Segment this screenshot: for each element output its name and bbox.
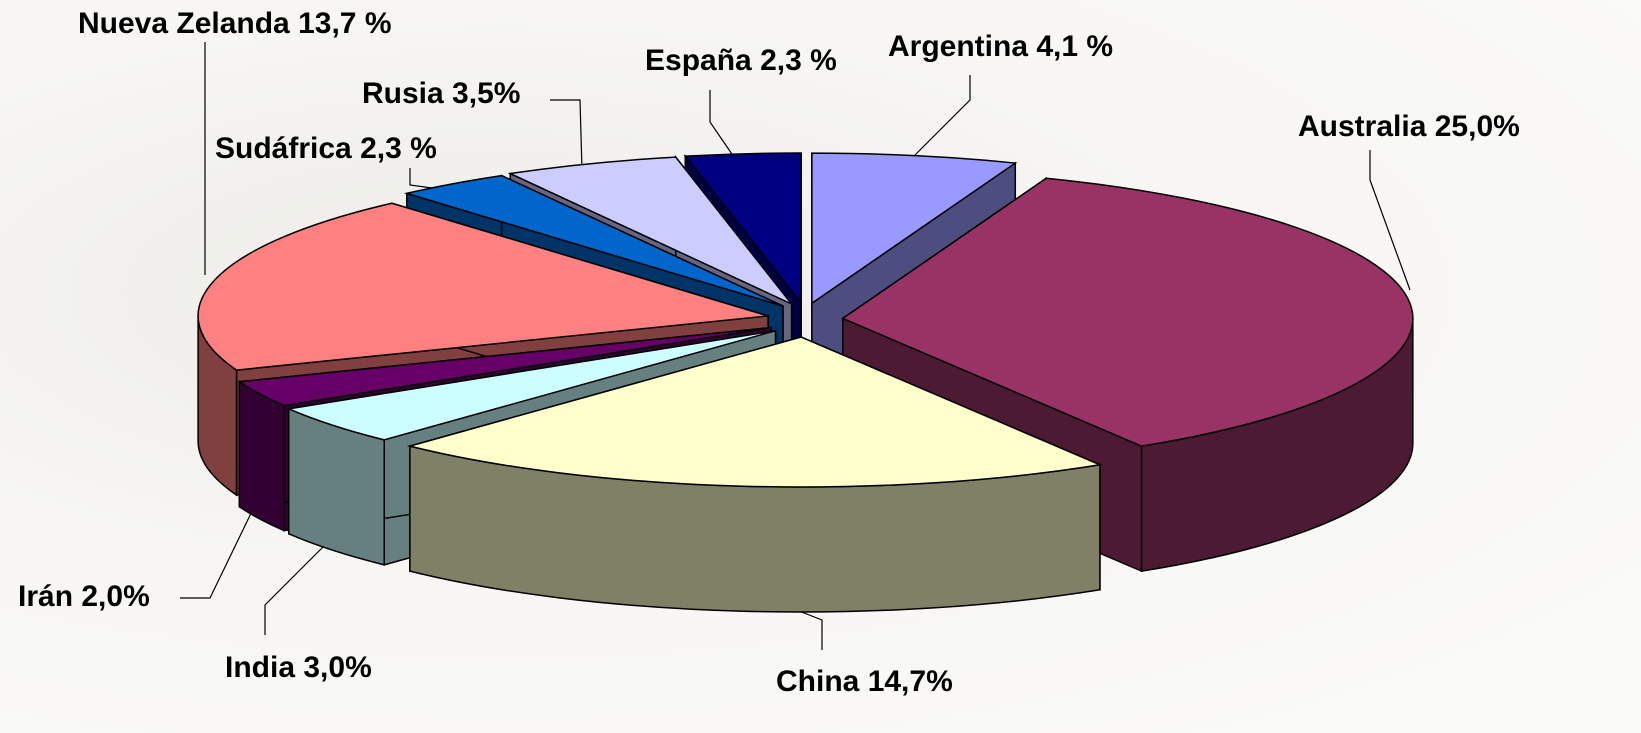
value-label: 14,7% <box>868 665 953 698</box>
category-name: Argentina <box>888 30 1028 63</box>
value-label: 13,7 % <box>298 7 391 40</box>
data-label: India 3,0% <box>225 651 372 684</box>
slice-wall <box>238 380 285 532</box>
category-name: España <box>645 44 752 77</box>
category-name: Australia <box>1298 110 1427 143</box>
data-label: Argentina 4,1 % <box>888 30 1113 63</box>
slice-top <box>403 174 784 307</box>
category-name: Nueva Zelanda <box>78 7 290 40</box>
value-label: 2,3 % <box>760 44 837 77</box>
value-label: 25,0% <box>1435 110 1520 143</box>
leader-line <box>180 504 256 599</box>
value-label: 2,0% <box>81 580 149 613</box>
leader-line <box>409 168 433 189</box>
category-name: Irán <box>18 580 73 613</box>
leader-line <box>709 90 737 161</box>
category-name: India <box>225 651 295 684</box>
data-label: Rusia 3,5% <box>362 77 520 110</box>
data-label: Irán 2,0% <box>18 580 150 613</box>
slice-top <box>286 330 776 441</box>
leader-lines <box>180 42 1411 650</box>
category-name: China <box>776 665 860 698</box>
value-label: 3,0% <box>303 651 371 684</box>
value-label: 3,5% <box>452 77 520 110</box>
data-label: España 2,3 % <box>645 44 837 77</box>
leader-line <box>264 539 331 635</box>
slice-top <box>841 177 1414 447</box>
data-label: Nueva Zelanda 13,7 % <box>78 7 392 40</box>
slice-top <box>237 326 772 407</box>
slice-top <box>811 152 1018 305</box>
data-label: China 14,7% <box>776 665 953 698</box>
slice-top <box>197 202 769 371</box>
slice-top <box>683 152 802 306</box>
leader-line <box>550 99 583 171</box>
value-label: 4,1 % <box>1036 30 1113 63</box>
slice-top <box>507 156 793 305</box>
leader-line <box>1369 150 1411 291</box>
data-label: Australia 25,0% <box>1298 110 1520 143</box>
category-name: Sudáfrica <box>215 132 352 165</box>
slice <box>406 335 1103 613</box>
slice-top <box>406 336 1103 488</box>
data-label: Sudáfrica 2,3 % <box>215 132 437 165</box>
leader-line <box>909 75 971 161</box>
value-label: 2,3 % <box>360 132 437 165</box>
category-name: Rusia <box>362 77 444 110</box>
